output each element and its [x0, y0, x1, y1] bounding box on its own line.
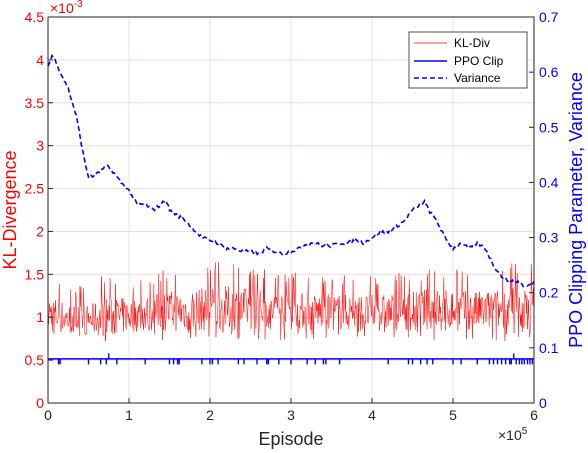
y-left-tick-label: 2.5: [25, 181, 45, 197]
y-right-tick-label: 0.5: [539, 119, 559, 135]
plot-series: [47, 53, 535, 365]
legend: KL-Div PPO Clip Variance: [408, 31, 528, 89]
y-left-tick-label: 4: [36, 52, 44, 68]
legend-label-kl: KL-Div: [454, 36, 490, 50]
y-left-tick-label: 0.5: [25, 352, 45, 368]
y-right-tick-label: 0: [539, 395, 547, 411]
x-multiplier: ×105: [498, 426, 528, 443]
y-left-tick-label: 3.5: [25, 95, 45, 111]
x-axis-label: Episode: [258, 429, 323, 449]
x-tick-label: 2: [206, 407, 214, 423]
y-left-tick-label: 1: [36, 309, 44, 325]
y-left-tick-label: 0: [36, 395, 44, 411]
y-axis-right-label: PPO Clipping Parameter, Variance: [566, 72, 586, 348]
series-kl-div: [47, 262, 535, 343]
y-right-tick-label: 0.1: [539, 340, 559, 356]
x-tick-label: 4: [368, 407, 376, 423]
y-right-tick-label: 0.6: [539, 64, 559, 80]
y-left-tick-label: 4.5: [25, 9, 45, 25]
y-left-tick-label: 1.5: [25, 266, 45, 282]
y-left-tick-label: 2: [36, 223, 44, 239]
x-tick-label: 6: [530, 407, 538, 423]
x-tick-label: 1: [125, 407, 133, 423]
series-variance: [47, 53, 535, 288]
x-tick-label: 5: [449, 407, 457, 423]
y-left-tick-label: 3: [36, 138, 44, 154]
y-left-multiplier: ×10-3: [50, 0, 83, 16]
y-right-tick-label: 0.3: [539, 230, 559, 246]
y-axis-left-label: KL-Divergence: [0, 150, 20, 269]
axes: 00.511.522.533.544.50 1 2 3 4 5 600.10.20.30.4…: [25, 9, 559, 423]
y-right-tick-label: 0.7: [539, 9, 559, 25]
legend-label-variance: Variance: [454, 71, 501, 85]
x-tick-label: 0: [44, 407, 52, 423]
legend-box: [408, 31, 528, 89]
y-right-tick-label: 0.2: [539, 285, 559, 301]
legend-label-clip: PPO Clip: [454, 54, 504, 68]
x-tick-label: 3: [287, 407, 295, 423]
y-right-tick-label: 0.4: [539, 174, 559, 190]
